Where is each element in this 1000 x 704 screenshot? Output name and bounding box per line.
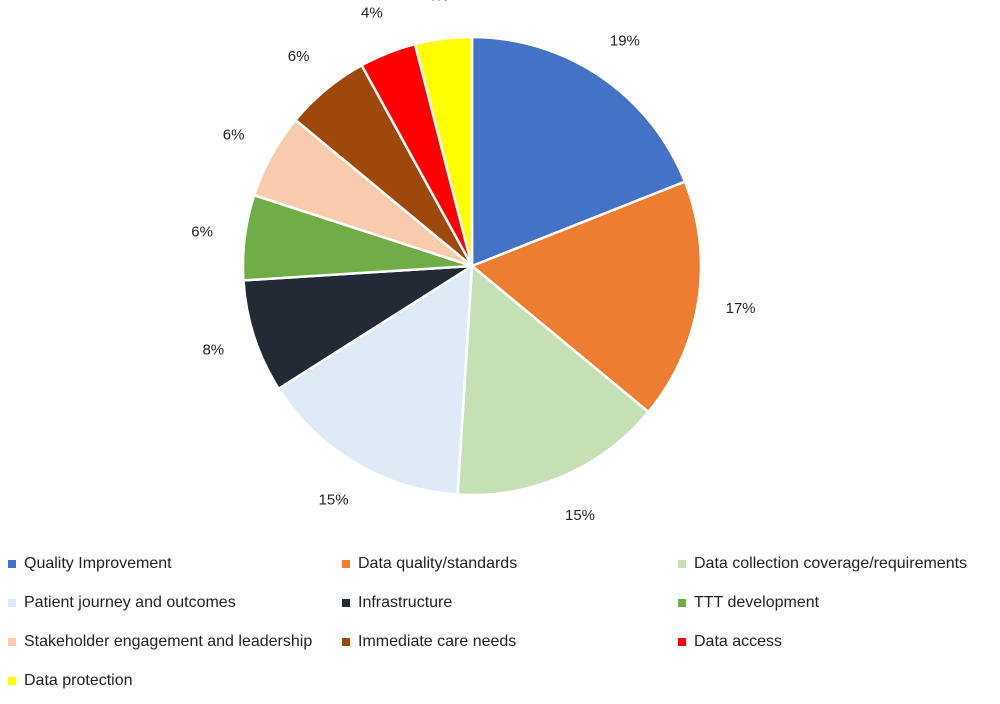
pie-slice bbox=[242, 264, 474, 390]
legend-label: Data quality/standards bbox=[358, 555, 518, 572]
slice-percent-label: 15% bbox=[319, 492, 349, 509]
legend-item: Data protection bbox=[8, 669, 133, 693]
pie-slice bbox=[413, 35, 474, 268]
pie-slices bbox=[241, 35, 703, 497]
slice-percent-label: 4% bbox=[361, 5, 383, 22]
slice-labels: 19% 17% 15% 15% 8% 6% 6% 6% 4% 4% bbox=[191, 0, 755, 520]
pie-chart: 19% 17% 15% 15% 8% 6% 6% 6% 4% 4% bbox=[191, 0, 755, 520]
legend-swatch bbox=[8, 599, 16, 607]
legend-label: Patient journey and outcomes bbox=[24, 594, 236, 611]
legend-swatch bbox=[342, 599, 350, 607]
slice-percent-label: 6% bbox=[288, 48, 310, 65]
legend-item: Data quality/standards bbox=[342, 552, 517, 576]
pie-slice bbox=[456, 264, 650, 497]
pie-slice bbox=[470, 180, 703, 414]
legend-swatch bbox=[8, 560, 16, 568]
legend-label: Data protection bbox=[24, 672, 133, 689]
legend-swatch bbox=[8, 638, 16, 646]
legend-label: Quality Improvement bbox=[24, 555, 172, 572]
legend-swatch bbox=[342, 560, 350, 568]
slice-percent-label: 4% bbox=[427, 0, 449, 5]
legend-swatch bbox=[678, 599, 686, 607]
legend-label: Immediate care needs bbox=[358, 633, 517, 650]
pie-slice bbox=[277, 264, 474, 496]
slice-percent-label: 17% bbox=[726, 300, 756, 317]
slice-percent-label: 19% bbox=[610, 33, 640, 50]
legend-item: Data collection coverage/requirements bbox=[678, 552, 967, 576]
legend-swatch bbox=[678, 638, 686, 646]
legend-label: Infrastructure bbox=[358, 594, 453, 611]
legend-swatch bbox=[342, 638, 350, 646]
legend-item: Quality Improvement bbox=[8, 552, 172, 576]
legend-label: Stakeholder engagement and leadership bbox=[24, 633, 313, 650]
slice-percent-label: 15% bbox=[565, 507, 595, 520]
legend-swatch bbox=[8, 677, 16, 685]
legend-item: Data access bbox=[678, 630, 782, 654]
legend-item: Immediate care needs bbox=[342, 630, 516, 654]
slice-percent-label: 6% bbox=[191, 223, 213, 240]
legend-label: Data access bbox=[694, 633, 783, 650]
legend-item: Infrastructure bbox=[342, 591, 452, 615]
legend-item: Patient journey and outcomes bbox=[8, 591, 236, 615]
legend-item: TTT development bbox=[678, 591, 819, 615]
legend-label: TTT development bbox=[694, 594, 820, 611]
legend-swatch bbox=[678, 560, 686, 568]
legend-item: Stakeholder engagement and leadership bbox=[8, 630, 312, 654]
pie-slice bbox=[470, 35, 687, 268]
slice-percent-label: 8% bbox=[202, 342, 224, 359]
slice-percent-label: 6% bbox=[223, 126, 245, 143]
chart-legend: Quality Improvement Data quality/standard… bbox=[0, 552, 1000, 704]
legend-label: Data collection coverage/requirements bbox=[694, 555, 968, 572]
